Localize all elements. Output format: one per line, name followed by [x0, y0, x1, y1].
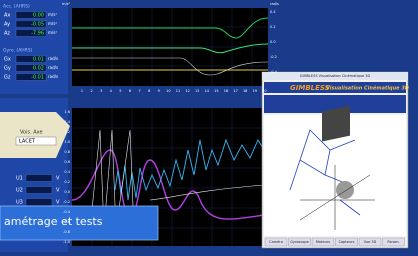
brand: GIMBLESS [290, 84, 330, 92]
voltage-label: U3 [16, 200, 23, 206]
screenshot: amétrage et tests GIMBLESS Visualisation… [0, 0, 418, 252]
voltage-unit: V [56, 176, 60, 182]
row-label: Az [4, 31, 10, 37]
row-label: Gz [4, 75, 11, 81]
y-tick: -0.6 [63, 220, 70, 224]
tab-label[interactable]: Gyroscope [290, 240, 309, 244]
row-value: -7.96 [31, 31, 44, 37]
row-value: 0.01 [33, 57, 44, 63]
voltage-box [26, 199, 52, 206]
voltage-unit: V [56, 188, 60, 194]
tab-label[interactable]: Param. [387, 240, 399, 244]
x-tick: 19 [253, 89, 257, 93]
row-label: Gx [4, 57, 11, 63]
row-value: 0.00 [33, 13, 44, 19]
left-unit: m/s² [62, 2, 70, 6]
voltage-box [26, 175, 52, 182]
voltage-box [26, 187, 52, 194]
x-tick: 3 [100, 89, 102, 93]
x-tick: 18 [243, 89, 247, 93]
y-tick: 0.0 [64, 190, 70, 194]
tab-label[interactable]: Caméra [269, 240, 283, 244]
x-tick: 17 [233, 89, 237, 93]
y-tick: 0.4 [64, 170, 70, 174]
row-label: Ay [4, 22, 10, 28]
lens [336, 181, 354, 199]
y-tick: -0.2 [63, 200, 70, 204]
right-tick: 0.2 [270, 25, 276, 29]
window-title: GIMBLESS Visualisation Cinématique 3D [300, 74, 371, 78]
voltage-label: U1 [16, 176, 23, 182]
caption-text: amétrage et tests [4, 215, 103, 228]
right-tick: -0.4 [270, 70, 278, 74]
x-tick: 5 [119, 89, 121, 93]
x-tick: 9 [158, 89, 160, 93]
window-subtitle: Visualisation Cinématique 3D [326, 85, 409, 92]
row-label: Gy [4, 66, 11, 72]
row-value: -0.05 [31, 22, 44, 28]
right-tick: 0.4 [270, 10, 276, 14]
row-unit: m/s² [48, 12, 57, 17]
x-tick: 16 [224, 89, 228, 93]
x-tick: 12 [185, 89, 189, 93]
x-tick: 8 [148, 89, 150, 93]
y-tick: 1.0 [64, 140, 70, 144]
right-tick: 0.0 [270, 40, 276, 44]
panel-title: Acc. (AHRS) [3, 4, 30, 10]
y-tick: -1.0 [63, 240, 70, 244]
voltage-label: U2 [16, 188, 23, 194]
axis-label: Vois. Axe [20, 130, 43, 136]
row-label: Ax [4, 13, 10, 19]
y-tick: -0.8 [63, 230, 70, 234]
row-unit: rad/s [48, 56, 58, 61]
x-tick: 1 [81, 89, 83, 93]
row-unit: m/s² [48, 21, 57, 26]
x-tick: 15 [214, 89, 218, 93]
y-tick: 1.6 [64, 110, 70, 114]
tab-label[interactable]: Moteurs [316, 240, 330, 244]
y-tick: 0.6 [64, 160, 70, 164]
x-tick: 6 [129, 89, 131, 93]
x-tick: 11 [176, 89, 180, 93]
y-tick: -0.4 [63, 210, 71, 214]
tab-label[interactable]: Capteurs [339, 240, 355, 244]
y-tick: 1.2 [64, 130, 70, 134]
right-tick: -0.2 [270, 55, 277, 59]
x-tick: 2 [90, 89, 92, 93]
tab-label[interactable]: Vue 3D [364, 240, 377, 244]
y-tick: 1.4 [64, 120, 70, 124]
y-tick: 0.2 [64, 180, 70, 184]
x-tick: 7 [138, 89, 140, 93]
dropdown-value: LACET [19, 139, 36, 145]
x-tick: 10 [166, 89, 170, 93]
row-unit: m/s² [48, 30, 57, 35]
panel-title: Gyro. (AHRS) [3, 48, 33, 54]
y-tick: 0.8 [64, 150, 70, 154]
x-tick: 14 [205, 89, 210, 93]
row-value: 0.02 [33, 66, 44, 72]
row-value: -0.01 [31, 75, 44, 81]
row-unit: rad/s [48, 74, 58, 79]
x-tick: 13 [195, 89, 199, 93]
camera-block [322, 106, 350, 142]
voltage-unit: V [56, 200, 60, 206]
right-unit: rad/s [270, 2, 279, 6]
x-tick: 20 [262, 89, 266, 93]
row-unit: rad/s [48, 65, 58, 70]
